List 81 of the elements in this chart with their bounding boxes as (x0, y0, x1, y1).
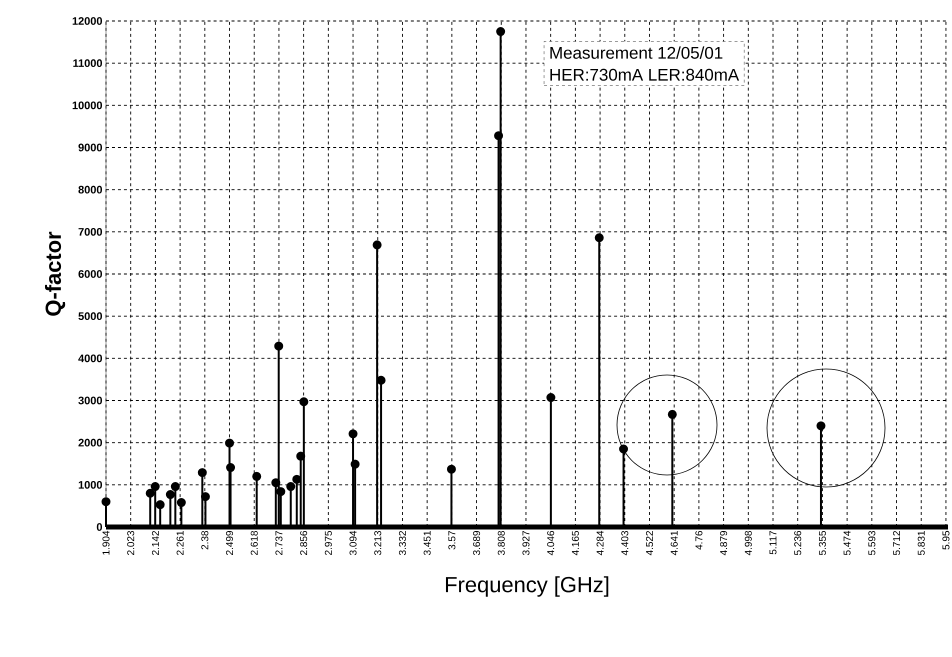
annotation: HER:730mA LER:840mA (550, 68, 740, 81)
y-tick-label: 5000 (78, 312, 102, 320)
point (348, 429, 358, 438)
y-tick-label: 7000 (78, 228, 102, 236)
x-tick-label: 2.975 (324, 530, 332, 555)
x-tick-label: 2.618 (250, 530, 258, 555)
x-tick-label: 4.284 (596, 530, 604, 556)
y-tick-label: 3000 (78, 396, 102, 404)
x-tick-label: 3.57 (448, 531, 456, 550)
x-tick-label: 3.689 (473, 530, 480, 556)
point (296, 452, 306, 461)
point (494, 131, 504, 140)
x-tick-label: 4.641 (670, 531, 678, 556)
x-tick-label: 4.998 (744, 530, 752, 556)
x-tick-label: 5.712 (893, 531, 900, 556)
x-tick-label: 5.236 (794, 530, 802, 556)
x-tick-label: 3.332 (398, 531, 406, 556)
x-tick-label: 4.879 (720, 530, 728, 556)
y-tick-label: 9000 (78, 144, 102, 152)
y-tick-label: 0 (96, 523, 102, 531)
x-tick-label: 3.451 (424, 531, 431, 556)
y-tick-label: 2000 (78, 438, 102, 447)
point (372, 240, 382, 250)
y-tick-label: 11000 (73, 59, 102, 68)
point (668, 410, 677, 419)
point (276, 487, 286, 496)
annotation: Measurement 12/05/01 (550, 46, 722, 59)
point (350, 460, 360, 469)
x-tick-label: 4.403 (621, 530, 628, 556)
point (166, 490, 175, 500)
x-tick-label: 4.046 (547, 530, 554, 556)
point (252, 472, 262, 481)
x-axis-title: Frequency [GHz] (446, 576, 608, 597)
x-tick-label: 3.927 (522, 531, 530, 556)
x-tick-label: 2.856 (300, 530, 308, 555)
x-tick-label: 4.522 (646, 531, 654, 556)
y-tick-label: 8000 (78, 186, 102, 194)
point (226, 463, 236, 472)
point (446, 464, 456, 474)
x-tick-label: 5.117 (770, 531, 776, 554)
y-tick-label: 12000 (72, 17, 102, 25)
point (170, 482, 180, 492)
x-tick-label: 4.165 (572, 530, 579, 556)
point (200, 492, 210, 502)
x-tick-label: 5.95 (942, 530, 950, 550)
point (271, 478, 280, 488)
x-tick-label: 5.831 (918, 531, 925, 556)
x-tick-label: 3.094 (350, 530, 357, 556)
x-tick-label: 3.213 (374, 530, 382, 556)
y-tick-label: 6000 (78, 270, 102, 278)
point (286, 482, 296, 492)
point (176, 498, 186, 508)
point (198, 468, 207, 478)
x-tick-label: 5.474 (844, 530, 851, 556)
x-tick-label: 4.76 (695, 530, 702, 550)
point (299, 397, 308, 406)
point (816, 421, 826, 430)
point (225, 438, 234, 448)
y-tick-label: 4000 (78, 354, 102, 362)
point (150, 482, 160, 492)
y-tick-label: 1000 (78, 480, 102, 489)
x-tick-label: 2.261 (176, 531, 184, 555)
point (274, 342, 284, 351)
point (102, 497, 110, 506)
x-tick-label: 5.593 (868, 530, 876, 556)
x-tick-label: 2.737 (275, 531, 282, 555)
x-tick-label: 2.023 (127, 530, 134, 555)
point (546, 393, 556, 402)
point (496, 27, 506, 36)
y-tick-label: 10000 (72, 101, 102, 110)
point (146, 488, 155, 498)
x-tick-label: 2.38 (201, 530, 208, 550)
point (156, 500, 165, 510)
x-tick-label: 2.499 (226, 530, 234, 555)
y-axis-title: Q-factor (44, 232, 66, 316)
point (619, 444, 628, 454)
x-tick-label: 5.355 (818, 530, 826, 556)
x-tick-label: 1.904 (102, 530, 110, 555)
x-tick-label: 3.808 (498, 530, 505, 556)
point (594, 233, 604, 242)
x-tick-label: 2.142 (152, 531, 159, 555)
